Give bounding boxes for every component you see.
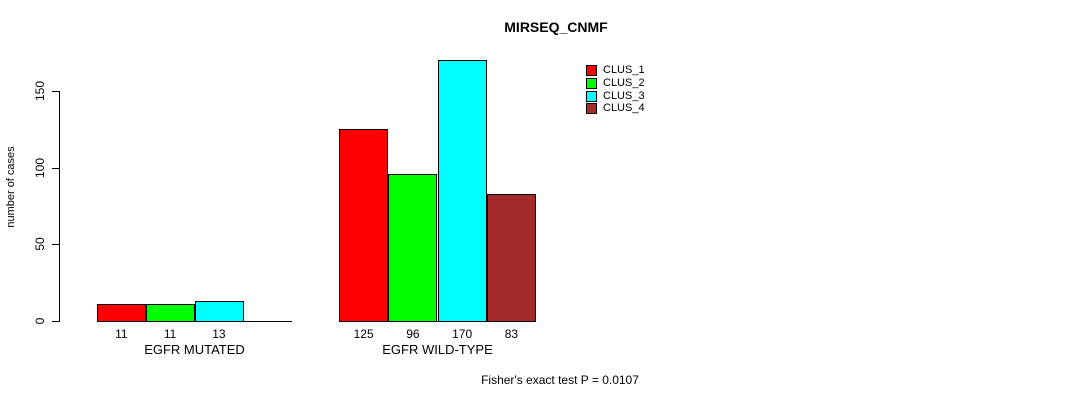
y-axis-line [59, 91, 60, 322]
chart-title: MIRSEQ_CNMF [504, 19, 608, 35]
bar-clus_2-wildtype [388, 173, 437, 322]
bar-clus_1-wildtype [339, 129, 388, 322]
bar-value-label: 13 [212, 327, 226, 341]
y-tick-label: 150 [33, 80, 47, 102]
y-tick-mark [52, 244, 59, 246]
bar-value-label: 170 [452, 327, 473, 341]
legend-item-clus_3: CLUS_3 [586, 89, 645, 102]
bar-value-label: 125 [353, 327, 374, 341]
bar-value-label: 11 [115, 327, 128, 341]
bar-clus_1-mutated [97, 304, 146, 322]
y-tick-mark [52, 91, 59, 92]
bar-value-label: 83 [504, 327, 519, 341]
legend-label-clus_4: CLUS_4 [603, 102, 645, 115]
legend-swatch-clus_1 [586, 65, 597, 76]
group-label-egfr-wild-type: EGFR WILD-TYPE [382, 342, 493, 357]
y-tick-label: 0 [33, 317, 47, 325]
legend-item-clus_1: CLUS_1 [586, 65, 645, 76]
bar-value-label: 96 [406, 327, 420, 341]
bar-clus_2-mutated [146, 304, 195, 322]
legend-swatch-clus_2 [586, 77, 597, 89]
legend-label-clus_2: CLUS_2 [603, 76, 645, 89]
legend-label-clus_3: CLUS_3 [603, 89, 645, 102]
legend-item-clus_2: CLUS_2 [586, 76, 645, 89]
y-tick-label: 50 [33, 237, 47, 252]
legend-item-clus_4: CLUS_4 [586, 102, 645, 115]
y-tick-label: 100 [33, 157, 47, 178]
bar-clus_3-wildtype [438, 60, 487, 322]
fisher-test-annotation: Fisher's exact test P = 0.0107 [481, 373, 639, 387]
y-tick-mark [52, 167, 59, 169]
legend-swatch-clus_4 [586, 103, 597, 115]
legend-label-clus_1: CLUS_1 [603, 64, 645, 76]
bar-value-label: 11 [163, 327, 177, 341]
group-baseline [339, 321, 536, 322]
y-tick-mark [52, 321, 59, 322]
legend-swatch-clus_3 [586, 90, 597, 102]
bar-clus_3-mutated [195, 301, 244, 322]
group-label-egfr-mutated: EGFR MUTATED [144, 342, 245, 357]
bar-clus_4-wildtype [487, 193, 536, 322]
